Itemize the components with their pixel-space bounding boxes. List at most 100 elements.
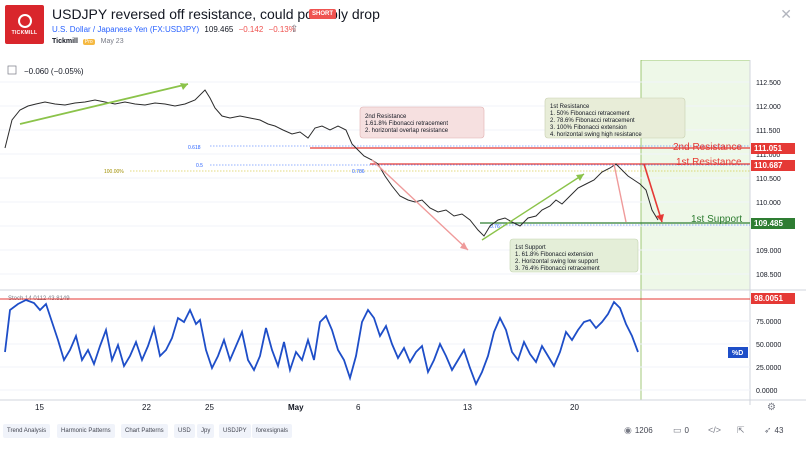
price-tick: 112.500 [756,80,781,87]
stoch-tick: 0.0000 [756,388,778,395]
share-icon: ⇱ [737,425,745,435]
idea-title: USDJPY reversed off resistance, could po… [52,6,380,22]
r1-annotation-line-1: 1. 50% Fibonacci retracement [550,111,630,117]
r2-price-tag-text: 111.051 [754,144,783,153]
support-1-label: 1st Support [691,214,742,225]
symbol-link[interactable]: U.S. Dollar / Japanese Yen (FX:USDJPY) [52,25,200,34]
r1-annotation-line-3: 3. 100% Fibonacci extension [550,125,627,131]
chart-svg[interactable]: 0.618 0.5 100.00% 0.786 0.76 2nd Resista… [0,59,806,415]
time-tick: 22 [142,403,151,412]
time-tick: 13 [463,403,472,412]
tag-chip[interactable]: USD [174,424,195,438]
time-tick: May [288,403,304,412]
views-count: 1206 [634,426,653,435]
price-axis[interactable]: 112.500 112.000 111.500 111.000 110.500 … [756,80,781,279]
logo-mark-icon [17,13,32,28]
projection-drop-arrow [643,163,663,223]
r2-annotation-line-1: 1.61.8% Fibonacci retracement [365,121,448,127]
symbol-line: U.S. Dollar / Japanese Yen (FX:USDJPY) 1… [52,25,296,34]
r1-price-tag-text: 110.687 [754,161,783,170]
time-tick: 6 [356,403,361,412]
projection-drop-arrowhead [656,214,664,222]
views-stat: ◉ 1206 [624,425,653,436]
eye-icon: ◉ [624,425,632,435]
r1-price-tag [751,160,795,171]
collapse-toggle-icon[interactable] [7,65,17,75]
downswing-arrow [371,159,469,251]
fib-076-label: 0.76 [490,224,500,230]
fib-05-label: 0.5 [196,163,203,169]
stoch-price-tag-text: 98.0051 [754,294,783,303]
fib-0618-label: 0.618 [188,145,201,151]
stoch-tick: 25.0000 [756,365,781,372]
likes-count: 43 [774,426,784,435]
upswing-arrowhead [576,174,584,181]
r2-annotation-line-2: 2. horizontal overlap resistance [365,128,449,134]
stoch-tick: 50.0000 [756,342,781,349]
tag-chip[interactable]: USDJPY [219,424,251,438]
s1-annotation-line-2: 2. Horizontal swing low support [515,259,598,265]
uptrend-arrowhead [180,83,188,90]
tag-chip[interactable]: forexsignals [252,424,293,438]
comments-count: 0 [684,426,689,435]
price-series [4,89,659,237]
price-tick: 110.000 [756,200,781,207]
publish-date: May 23 [100,38,124,45]
price-tick: 110.500 [756,176,781,183]
author-line: Tickmill Pro May 23 [52,38,124,45]
time-tick: 25 [205,403,214,412]
gear-icon[interactable]: ⚙ [767,402,776,413]
stoch-axis[interactable]: 75.0000 50.0000 25.0000 0.0000 [756,319,781,395]
share-icon[interactable]: ⇪ [290,24,299,35]
symbol-change: −0.142 [238,25,264,34]
time-tick: 15 [35,403,44,412]
time-axis[interactable]: 15 22 25 May 6 13 20 [35,403,579,412]
comments-stat[interactable]: ▭ 0 [673,425,689,436]
stoch-tick: 75.0000 [756,319,781,326]
chart-area[interactable]: 0.618 0.5 100.00% 0.786 0.76 2nd Resista… [0,59,806,415]
r2-annotation[interactable]: 2nd Resistance 1.61.8% Fibonacci retrace… [359,106,485,139]
change-label: −0.060 (−0.05%) [24,67,84,76]
rocket-icon: ➶ [764,425,772,435]
s1-annotation[interactable]: 1st Support 1. 61.8% Fibonacci extension… [509,238,639,273]
stoch-price-tag [751,293,795,304]
resistance-1-label: 1st Resistance [676,157,742,168]
tag-chip[interactable]: Jpy [197,424,215,438]
author-name[interactable]: Tickmill [52,38,78,45]
embed-button[interactable]: </> [708,425,721,435]
price-tick: 112.000 [756,104,781,111]
uptrend-arrow [19,83,189,125]
tag-chip[interactable]: Harmonic Patterns [57,424,115,438]
stoch-grid [0,320,750,391]
symbol-price: 109.465 [204,25,234,34]
s1-annotation-line-0: 1st Support [515,245,546,251]
upswing-arrow [481,173,585,241]
fib-100-label: 100.00% [104,169,124,175]
r1-annotation-line-2: 2. 78.6% Fibonacci retracement [550,118,635,124]
price-tick: 111.000 [756,152,780,159]
close-icon[interactable]: ✕ [780,6,792,22]
stoch-series [4,299,639,387]
s1-annotation-line-3: 3. 76.4% Fibonacci retracement [515,266,600,272]
downswing-arrowhead [460,242,468,250]
comment-icon: ▭ [673,425,682,435]
idea-footer: Trend Analysis Harmonic Patterns Chart P… [0,420,806,452]
r2-price-tag [751,143,795,154]
resistance-2-label: 2nd Resistance [673,142,742,153]
like-button[interactable]: ➶ 43 [764,425,783,436]
share-button[interactable]: ⇱ [737,425,745,436]
price-tick: 108.500 [756,272,781,279]
r1-annotation[interactable]: 1st Resistance 1. 50% Fibonacci retracem… [544,97,686,139]
tag-chip[interactable]: Trend Analysis [3,424,51,438]
symbol-change-pct: −0.13% [268,25,296,34]
tag-chip[interactable]: Chart Patterns [121,424,168,438]
s1-annotation-line-1: 1. 61.8% Fibonacci extension [515,252,593,258]
pro-badge: Pro [82,39,95,45]
idea-header: TICKMILL USDJPY reversed off resistance,… [0,0,806,50]
tickmill-logo[interactable]: TICKMILL [5,5,44,44]
price-tick: 109.000 [756,248,781,255]
r1-annotation-line-4: 4. horizontal swing high resistance [550,132,642,138]
pct-d-tag-text: %D [732,350,743,357]
projection-zone [640,59,751,291]
short-badge: SHORT [309,9,336,19]
